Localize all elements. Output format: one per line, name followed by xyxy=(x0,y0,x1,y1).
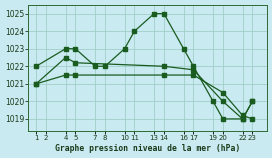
X-axis label: Graphe pression niveau de la mer (hPa): Graphe pression niveau de la mer (hPa) xyxy=(55,144,240,153)
